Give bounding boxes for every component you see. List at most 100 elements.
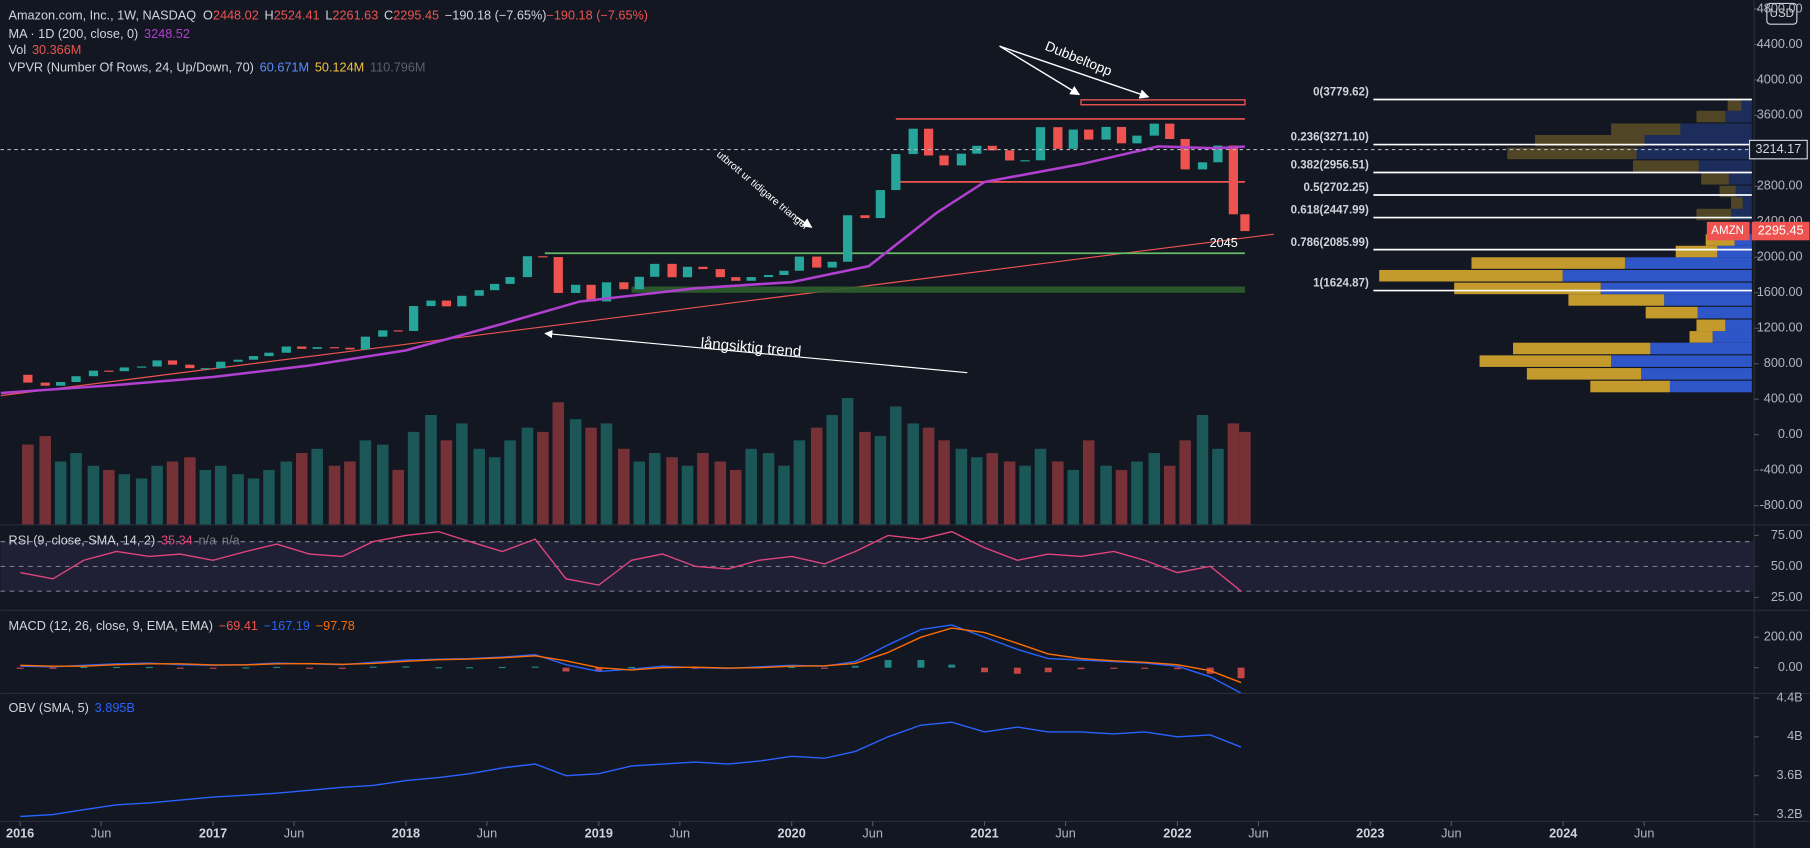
legend-text: −190.18 (−7.65%) [546,9,648,23]
support-band [631,286,1245,293]
arrow [796,216,813,228]
candle [426,300,436,307]
volume-bar [1163,465,1176,525]
candle [924,128,934,156]
volume-bar [1212,448,1224,525]
volume-bar [232,474,244,525]
candle [474,290,484,296]
indicator-line [20,530,1242,592]
volume-bar [521,427,534,525]
candle [71,376,81,382]
candle [1035,127,1046,161]
vpvr-down [1590,380,1670,393]
vpvr-up [1697,306,1752,319]
volume-bar [166,461,179,525]
candle [1228,145,1238,215]
y-tick-label: 200.00 [1764,630,1803,644]
volume-bar [537,431,549,525]
y-tick-label: 4800.00 [1757,1,1803,15]
volume-bar [922,427,935,525]
candle [505,277,515,284]
candle [216,361,226,369]
vpvr-down [1719,185,1736,198]
volume-bar [184,457,196,525]
legend-text: 35.34 [161,533,193,547]
volume-bar [70,453,82,525]
candle [23,374,33,383]
volume-bar [569,419,582,525]
candle [297,346,307,349]
candle [281,346,291,353]
x-tick-label: Jun [1248,827,1268,841]
price-label-box [1748,139,1808,160]
candle [1005,150,1015,161]
volume-bar [328,465,341,525]
peak-box [1080,99,1246,106]
volume-bar [874,436,887,525]
volume-bar [295,453,308,525]
candle [538,256,548,258]
candle [40,382,50,386]
volume-bar [552,402,565,525]
legend-text: 30.366M [32,43,81,57]
histogram-bar [1077,667,1085,670]
histogram-bar [338,667,346,669]
vpvr-down [1696,208,1732,221]
volume-bar [1019,465,1031,525]
candle [1068,129,1078,149]
fib-label: 0.786(2085.99) [1291,237,1369,249]
candle [908,128,918,155]
histogram-bar [369,666,377,668]
candle [794,256,805,271]
candle [667,263,677,278]
histogram-bar [306,667,313,669]
currency[interactable]: USD [1770,8,1794,20]
volume-bar [971,457,983,525]
volume-bar [810,427,823,525]
candle [875,190,886,219]
legend-text: 3248.52 [144,27,190,41]
volume-bar [729,469,742,525]
vpvr-down [1568,294,1665,306]
volume-bar [1003,461,1016,525]
plot-area [0,99,1755,818]
vpvr-down [1727,99,1742,111]
vpvr-up [1669,380,1752,393]
volume-bar [425,414,437,525]
legend-text: 2448.02 [213,9,259,23]
candle [264,352,274,357]
candle [731,277,741,281]
volume-bar [1052,461,1064,525]
y-tick-label: 1200.00 [1757,321,1803,335]
x-tick-label: Jun [862,827,882,841]
candle [522,256,533,278]
vpvr-up [1742,197,1752,209]
candle [987,145,997,151]
legend-text: Amazon.com, Inc., 1W, NASDAQ [9,9,197,23]
candle [1084,129,1094,140]
y-tick-label: 3.6B [1777,768,1803,782]
histogram-bar [1141,667,1149,669]
x-tick-label: Jun [1441,827,1461,841]
legend-text: C [384,9,393,23]
vpvr-down [1454,282,1601,295]
legend-text: MA · 1D (200, close, 0) [9,27,139,41]
candle [1197,162,1208,170]
candle [490,283,500,291]
volume-bar [938,440,950,525]
volume-bar [504,440,516,525]
volume-bar [778,465,790,525]
candle [779,270,789,276]
volume-bar [39,436,51,525]
volume-bar [22,444,34,525]
histogram-bar [273,666,281,669]
x-tick-label: Jun [1055,827,1075,841]
histogram-bar [242,667,250,669]
arrow [999,45,1081,96]
histogram-bar [917,660,925,668]
currency-button[interactable] [1766,2,1798,25]
candle [345,347,355,350]
histogram-bar [1013,667,1021,674]
volume-bar [955,448,968,525]
